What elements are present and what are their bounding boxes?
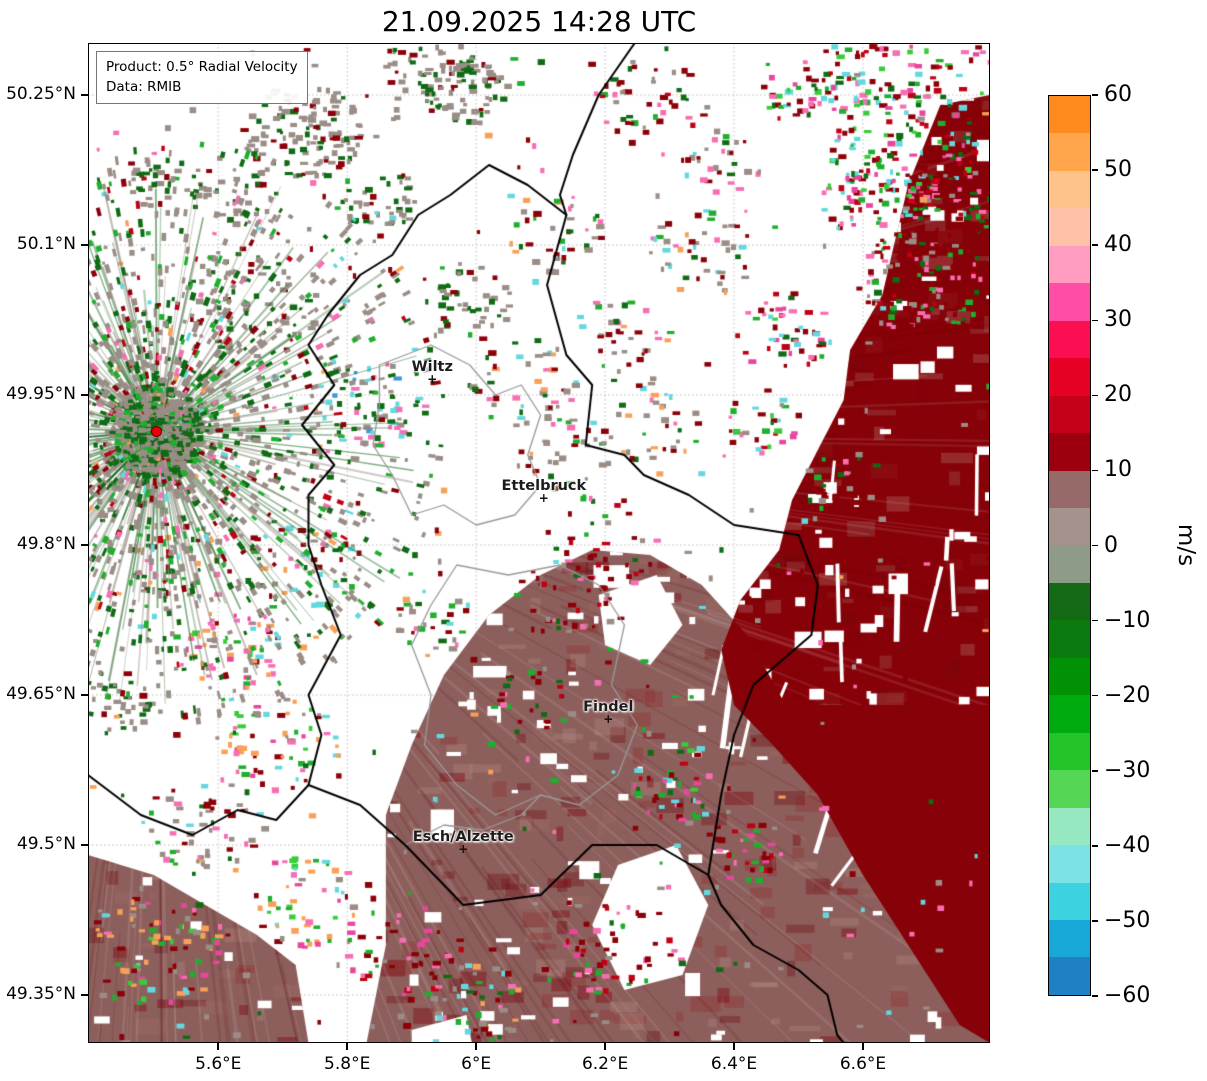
y-axis-tick-label: 49.35°N <box>6 984 76 1004</box>
y-axis-tick-mark <box>81 394 88 396</box>
colorbar-segment <box>1049 695 1090 733</box>
x-axis-tick-label: 6°E <box>461 1054 492 1074</box>
colorbar-tick-label: −20 <box>1104 682 1151 708</box>
x-axis-tick-mark <box>604 1043 606 1050</box>
colorbar-segment <box>1049 657 1090 696</box>
x-axis-tick-mark <box>733 1043 735 1050</box>
city-label: Findel <box>583 699 634 715</box>
colorbar-segment <box>1049 283 1090 321</box>
colorbar-tick-mark <box>1092 619 1098 622</box>
radar-map-canvas <box>88 43 990 1043</box>
city-label: Ettelbruck <box>501 478 587 494</box>
figure-title: 21.09.2025 14:28 UTC <box>381 5 697 38</box>
y-axis-tick-mark <box>81 694 88 696</box>
colorbar-tick-label: 40 <box>1104 232 1132 258</box>
colorbar-segment <box>1049 208 1090 246</box>
city-marker: + <box>538 491 549 505</box>
colorbar-tick-mark <box>1092 394 1098 397</box>
city-label: Wiltz <box>411 359 453 375</box>
colorbar-unit-label: m/s <box>1173 523 1199 567</box>
colorbar-segment <box>1049 770 1090 808</box>
x-axis-tick-mark <box>217 1043 219 1050</box>
colorbar-tick-label: 30 <box>1104 307 1132 333</box>
colorbar <box>1048 95 1091 996</box>
colorbar-segment <box>1049 620 1090 658</box>
y-axis-tick-mark <box>81 544 88 546</box>
colorbar-tick-mark <box>1092 920 1098 922</box>
city-marker: + <box>603 712 614 726</box>
colorbar-segment <box>1049 133 1090 171</box>
y-axis-tick-label: 49.5°N <box>16 834 76 854</box>
x-axis-tick-label: 5.6°E <box>195 1054 242 1074</box>
product-info-box: Product: 0.5° Radial Velocity Data: RMIB <box>96 51 308 104</box>
colorbar-segment <box>1049 545 1090 583</box>
x-axis-tick-mark <box>475 1043 477 1050</box>
colorbar-segment <box>1049 470 1090 508</box>
data-source-line: Data: RMIB <box>106 79 182 96</box>
colorbar-segment <box>1049 919 1090 958</box>
y-axis-tick-mark <box>81 94 88 96</box>
colorbar-segment <box>1049 395 1090 434</box>
radar-site-dot <box>151 425 163 437</box>
colorbar-tick-mark <box>1092 694 1098 697</box>
colorbar-segment <box>1049 358 1090 396</box>
product-line: Product: 0.5° Radial Velocity <box>106 59 298 75</box>
colorbar-tick-mark <box>1092 995 1098 997</box>
x-axis-tick-label: 6.6°E <box>839 1054 887 1074</box>
colorbar-segment <box>1049 433 1090 471</box>
city-marker: + <box>458 842 469 856</box>
colorbar-tick-label: −60 <box>1104 983 1151 1008</box>
colorbar-segment <box>1049 845 1090 883</box>
y-axis-tick-mark <box>81 844 88 846</box>
colorbar-tick-label: 50 <box>1104 157 1132 183</box>
colorbar-segment <box>1049 170 1090 209</box>
colorbar-segment <box>1049 882 1090 920</box>
colorbar-tick-mark <box>1092 94 1098 96</box>
colorbar-tick-mark <box>1092 770 1098 772</box>
x-axis-tick-mark <box>862 1043 864 1050</box>
colorbar-tick-label: −50 <box>1104 907 1151 933</box>
colorbar-tick-label: −30 <box>1104 757 1151 783</box>
y-axis-tick-mark <box>81 994 88 996</box>
colorbar-tick-mark <box>1092 169 1098 171</box>
colorbar-tick-mark <box>1092 244 1098 246</box>
colorbar-segment <box>1049 807 1090 846</box>
colorbar-tick-label: 0 <box>1104 532 1118 558</box>
x-axis-tick-label: 5.8°E <box>324 1054 371 1074</box>
y-axis-tick-label: 49.65°N <box>6 684 76 704</box>
colorbar-tick-mark <box>1092 469 1098 472</box>
colorbar-tick-label: −10 <box>1104 607 1151 633</box>
y-axis-tick-mark <box>81 244 88 246</box>
x-axis-tick-mark <box>346 1043 348 1050</box>
colorbar-segment <box>1049 957 1090 995</box>
y-axis-tick-label: 49.8°N <box>16 534 76 554</box>
colorbar-tick-mark <box>1092 845 1098 847</box>
colorbar-segment <box>1049 582 1090 621</box>
colorbar-tick-label: 60 <box>1104 82 1132 107</box>
colorbar-segment <box>1049 96 1090 134</box>
colorbar-segment <box>1049 507 1090 546</box>
colorbar-tick-mark <box>1092 544 1098 547</box>
colorbar-segment <box>1049 320 1090 359</box>
city-marker: + <box>427 372 438 386</box>
colorbar-tick-label: 10 <box>1104 457 1132 483</box>
x-axis-tick-label: 6.2°E <box>581 1054 629 1074</box>
x-axis-tick-label: 6.4°E <box>710 1054 758 1074</box>
colorbar-segment <box>1049 245 1090 284</box>
y-axis-tick-label: 50.1°N <box>16 234 76 254</box>
colorbar-tick-label: 20 <box>1104 382 1132 408</box>
colorbar-tick-label: −40 <box>1104 832 1151 858</box>
city-label: Esch/Alzette <box>412 829 514 845</box>
y-axis-tick-label: 49.95°N <box>6 384 76 404</box>
colorbar-segment <box>1049 732 1090 771</box>
colorbar-tick-mark <box>1092 319 1098 321</box>
y-axis-tick-label: 50.25°N <box>6 84 76 104</box>
